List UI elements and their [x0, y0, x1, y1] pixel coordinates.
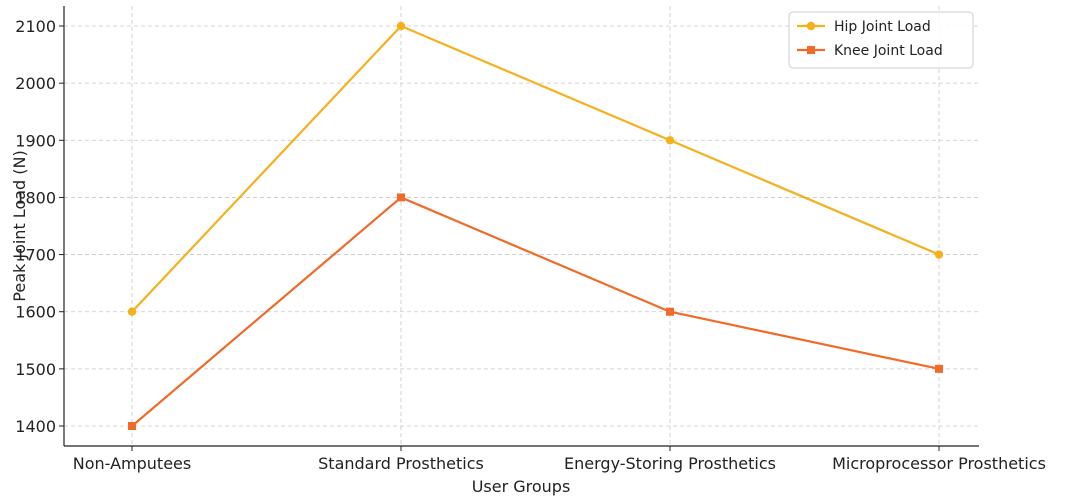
series-line-knee: [131, 196, 940, 427]
legend-label: Hip Joint Load: [834, 19, 931, 35]
grid-lines: [64, 6, 979, 446]
legend: Hip Joint Load Knee Joint Load: [788, 11, 974, 69]
axes: [63, 6, 979, 447]
x-tick-label: Non-Amputees: [73, 454, 191, 473]
x-axis-title: User Groups: [472, 477, 571, 496]
data-point: [396, 21, 406, 31]
data-point: [127, 307, 137, 316]
series-line-hip: [131, 24, 940, 313]
y-tick-label: 1600: [15, 303, 56, 322]
y-tick-label: 1400: [15, 417, 56, 436]
y-tick-label: 2000: [15, 74, 56, 93]
y-tick-label: 1900: [15, 131, 56, 150]
data-point: [128, 422, 136, 430]
data-point: [397, 193, 405, 202]
y-tick-label: 1800: [15, 188, 56, 207]
y-tick-label: 2100: [15, 17, 56, 36]
x-ticks: Non-Amputees Standard Prosthetics Energy-S…: [73, 446, 1046, 473]
data-point: [934, 250, 944, 259]
legend-marker: [806, 21, 816, 31]
x-tick-label: Energy-Storing Prosthetics: [564, 454, 776, 473]
y-axis-title: Peak Joint Load (N): [10, 150, 29, 301]
data-point: [935, 364, 943, 373]
data-point: [666, 307, 674, 316]
y-tick-label: 1700: [15, 246, 56, 265]
data-point: [665, 136, 675, 145]
y-ticks: 1400 1500 1600 1700 1800 1900 2000 2100: [15, 17, 64, 436]
series-layer: [127, 21, 944, 430]
legend-marker: [807, 46, 815, 54]
legend-label: Knee Joint Load: [834, 43, 943, 59]
legend-box: [788, 11, 974, 69]
y-tick-label: 1500: [15, 360, 56, 379]
x-tick-label: Standard Prosthetics: [318, 454, 484, 473]
x-tick-label: Microprocessor Prosthetics: [832, 454, 1046, 473]
